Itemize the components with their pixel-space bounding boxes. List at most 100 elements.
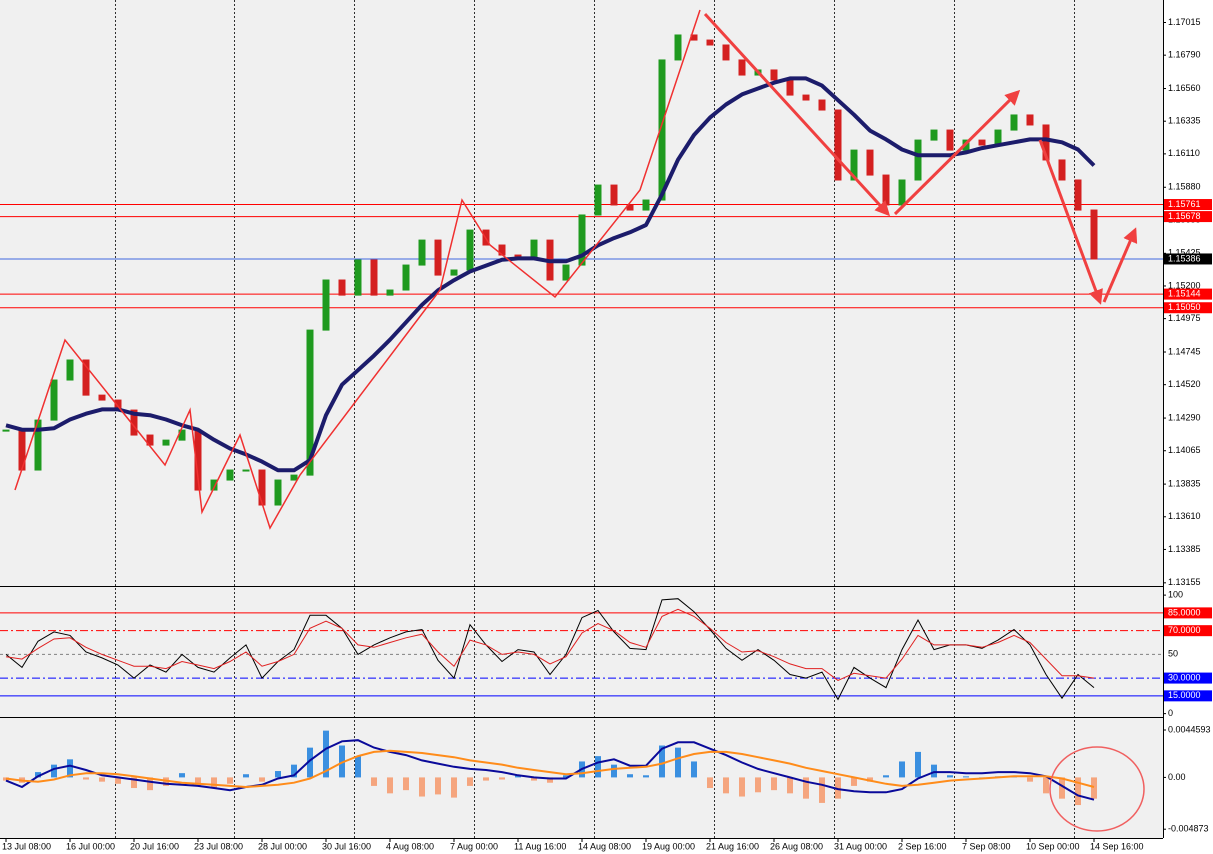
candle	[866, 149, 874, 176]
x-tick-label: 4 Aug 08:00	[386, 841, 434, 851]
histogram-bar	[1027, 777, 1033, 782]
highlight-circle	[1049, 746, 1145, 832]
histogram-bar	[355, 756, 361, 778]
histogram-bar	[643, 775, 649, 778]
plot-area	[0, 0, 1163, 838]
histogram-bar	[387, 777, 393, 794]
x-tick-label: 10 Sep 00:00	[1026, 841, 1080, 851]
candle	[450, 269, 458, 276]
level-label: 1.15761	[1168, 199, 1201, 209]
histogram-bar	[707, 777, 713, 789]
level-box	[1164, 302, 1212, 314]
candle	[530, 239, 538, 259]
candle	[82, 359, 90, 396]
level-box	[1164, 288, 1212, 300]
y-tick-label: 1.16110	[1168, 148, 1200, 158]
x-tick-label: 28 Jul 00:00	[258, 841, 307, 851]
histogram-bar	[1059, 777, 1065, 799]
y-tick-label: 0	[1168, 708, 1173, 718]
y-tick-label: 1.13155	[1168, 577, 1201, 587]
candle	[386, 289, 394, 296]
candle	[930, 129, 938, 141]
candle	[66, 359, 74, 381]
y-tick-label: 1.13385	[1168, 544, 1201, 554]
x-tick-label: 14 Aug 08:00	[578, 841, 631, 851]
y-tick-label: 1.13610	[1168, 511, 1201, 521]
moving-average	[5, 76, 1096, 473]
macd-line	[5, 739, 1095, 801]
candle	[642, 199, 650, 211]
histogram-bar	[403, 777, 409, 791]
candle	[354, 259, 362, 296]
histogram-bar	[115, 777, 121, 784]
candle	[338, 279, 346, 296]
y-tick-label: 1.14520	[1168, 379, 1201, 389]
candle	[674, 34, 682, 61]
y-tick-label: 1.13835	[1168, 478, 1201, 488]
level-label: 70.0000	[1168, 625, 1201, 635]
candle	[402, 264, 410, 291]
histogram-bar	[691, 761, 697, 778]
drawings	[14, 9, 1145, 832]
candle	[722, 44, 730, 61]
candle	[898, 179, 906, 206]
y-tick-label: 1.15880	[1168, 182, 1201, 192]
candle	[1010, 114, 1018, 131]
candle	[2, 429, 10, 432]
histogram-bar	[1091, 777, 1097, 799]
candle	[994, 129, 1002, 146]
y-tick-label: 1.16560	[1168, 83, 1201, 93]
candle	[322, 279, 330, 331]
histogram-bar	[835, 777, 841, 799]
y-tick-label: 100	[1168, 589, 1183, 599]
histogram-bar	[515, 775, 521, 778]
candle	[578, 214, 586, 266]
histogram-bar	[899, 761, 905, 778]
y-tick-label: 0.00	[1168, 772, 1186, 782]
histogram-bar	[547, 777, 553, 783]
candle	[738, 59, 746, 76]
histogram-bar	[963, 776, 969, 778]
histogram-bar	[595, 756, 601, 778]
candle	[1026, 114, 1034, 126]
candle	[466, 229, 474, 271]
histogram-bar	[211, 777, 217, 789]
histogram-bar	[83, 777, 89, 780]
x-tick-label: 13 Jul 08:00	[2, 841, 51, 851]
candle	[290, 474, 298, 481]
histogram-bar	[323, 730, 329, 778]
plots	[0, 34, 1163, 806]
oscillator-line	[5, 608, 1095, 681]
y-tick-label: 1.14745	[1168, 346, 1201, 356]
histogram-bar	[467, 777, 473, 786]
histogram-bar	[1043, 777, 1049, 794]
histogram-bar	[67, 759, 73, 778]
x-tick-label: 26 Aug 08:00	[770, 841, 823, 851]
histogram-bar	[275, 771, 281, 778]
axes: 13 Jul 08:00 16 Jul 00:00 20 Jul 16:00 23 J…	[2, 17, 1212, 851]
level-label: 30.0000	[1168, 672, 1201, 682]
candle	[242, 469, 250, 472]
y-tick-label: 1.16335	[1168, 116, 1201, 126]
histogram-bar	[435, 777, 441, 795]
histogram-bar	[723, 777, 729, 794]
histogram-bar	[563, 775, 569, 778]
histogram-bar	[883, 775, 889, 778]
x-tick-label: 20 Jul 16:00	[130, 841, 179, 851]
histogram-bar	[755, 777, 761, 793]
level-label: 1.15386	[1168, 253, 1201, 263]
candle	[1074, 179, 1082, 211]
macd-line	[5, 749, 1095, 789]
arrow	[703, 12, 891, 217]
y-tick-label: 1.16790	[1168, 50, 1201, 60]
x-tick-label: 31 Aug 00:00	[834, 841, 887, 851]
y-tick-label: 0.0044593	[1168, 724, 1211, 734]
histogram-bar	[179, 773, 185, 778]
level-box	[1164, 211, 1212, 223]
histogram-bar	[675, 747, 681, 778]
candle	[562, 264, 570, 281]
histogram-bar	[419, 777, 425, 797]
histogram-bar	[483, 777, 489, 781]
y-tick-label: 1.15200	[1168, 280, 1201, 290]
